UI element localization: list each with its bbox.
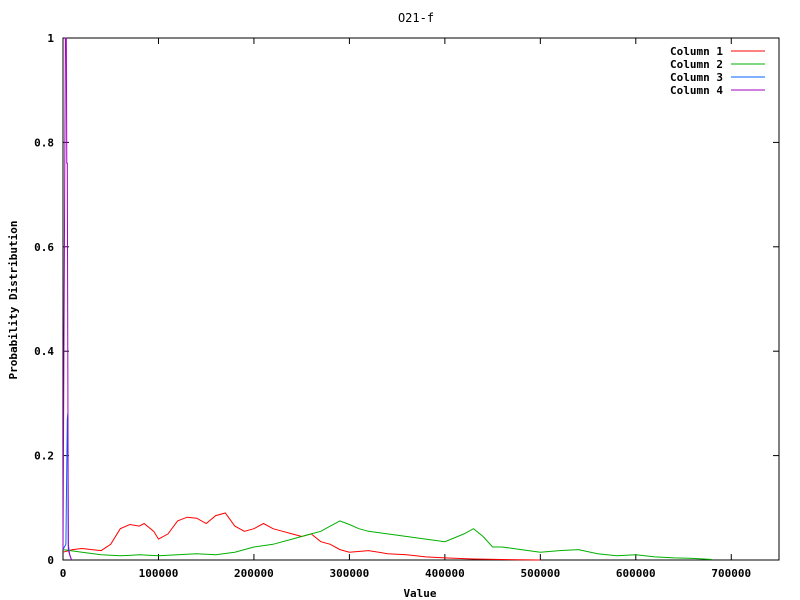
plot-frame <box>62 37 780 561</box>
x-axis-label: Value <box>403 587 436 600</box>
series-line-4 <box>62 37 73 561</box>
y-axis-label: Probability Distribution <box>7 221 20 380</box>
x-tick-label: 200000 <box>234 567 274 580</box>
x-tick-label: 700000 <box>711 567 751 580</box>
legend-label-1: Column 1 <box>670 45 723 58</box>
y-tick-label: 0 <box>47 554 54 567</box>
y-tick-label: 0.6 <box>34 241 54 254</box>
legend-label-4: Column 4 <box>670 84 723 97</box>
x-tick-label: 500000 <box>520 567 560 580</box>
y-tick-label: 0.8 <box>34 136 54 149</box>
plot-border <box>62 37 780 561</box>
x-tick-label: 300000 <box>330 567 370 580</box>
series-line-3 <box>62 413 73 561</box>
axis-ticks: 0 100000 200000 300000 400000 500000 600000 700… <box>34 32 779 580</box>
x-tick-label: 600000 <box>616 567 656 580</box>
chart-title: O21-f <box>398 11 434 25</box>
x-tick-label: 0 <box>60 567 67 580</box>
y-tick-label: 0.2 <box>34 450 54 463</box>
y-tick-label: 0.4 <box>34 345 54 358</box>
x-tick-label: 100000 <box>139 567 179 580</box>
x-tick-label: 400000 <box>425 567 465 580</box>
series-line-1 <box>62 512 541 561</box>
legend-label-3: Column 3 <box>670 71 723 84</box>
legend-label-2: Column 2 <box>670 58 723 71</box>
y-tick-label: 1 <box>47 32 54 45</box>
series-line-2 <box>62 520 713 560</box>
series-lines <box>62 37 713 561</box>
